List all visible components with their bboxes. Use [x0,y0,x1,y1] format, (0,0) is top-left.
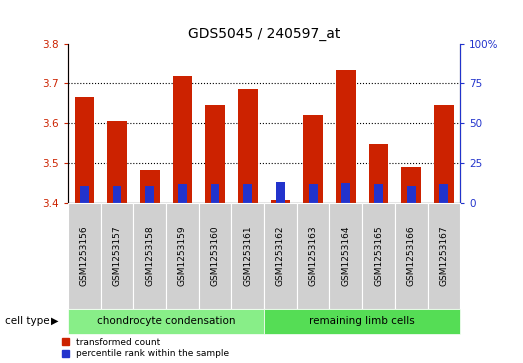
Bar [336,70,356,203]
Bar [271,200,290,203]
Bar [68,203,100,309]
Bar [206,106,225,203]
Text: GSM1253164: GSM1253164 [342,226,350,286]
Bar [133,203,166,309]
Bar [145,186,154,203]
Bar [173,76,192,203]
Bar [402,167,421,203]
Legend: transformed count, percentile rank within the sample: transformed count, percentile rank withi… [62,338,230,359]
Bar [100,203,133,309]
Bar [199,203,231,309]
Bar [297,203,329,309]
Text: GSM1253160: GSM1253160 [211,225,220,286]
Bar [231,203,264,309]
Bar [342,183,350,203]
Bar [439,184,448,203]
Text: GSM1253161: GSM1253161 [243,225,252,286]
Bar [309,184,317,203]
Text: GSM1253167: GSM1253167 [439,225,448,286]
Text: remaining limb cells: remaining limb cells [309,316,415,326]
Bar [362,203,395,309]
Bar [329,203,362,309]
Bar [178,184,187,203]
Title: GDS5045 / 240597_at: GDS5045 / 240597_at [188,27,340,41]
Text: GSM1253166: GSM1253166 [407,225,416,286]
Bar [407,186,416,203]
Text: GSM1253158: GSM1253158 [145,225,154,286]
Text: GSM1253159: GSM1253159 [178,225,187,286]
Text: GSM1253162: GSM1253162 [276,226,285,286]
Bar [264,203,297,309]
Bar [428,203,460,309]
Bar [211,184,220,203]
Text: GSM1253156: GSM1253156 [80,225,89,286]
Bar [107,122,127,203]
Text: cell type: cell type [5,316,50,326]
Bar [238,90,257,203]
Text: ▶: ▶ [51,316,59,326]
Text: GSM1253157: GSM1253157 [112,225,121,286]
Bar [243,184,252,203]
Bar [276,182,285,203]
Bar [264,309,460,334]
Text: GSM1253165: GSM1253165 [374,225,383,286]
Text: chondrocyte condensation: chondrocyte condensation [97,316,235,326]
Text: GSM1253163: GSM1253163 [309,225,317,286]
Bar [395,203,428,309]
Bar [166,203,199,309]
Bar [369,144,388,203]
Bar [434,106,453,203]
Bar [80,186,89,203]
Bar [140,170,160,203]
Bar [74,98,94,203]
Bar [303,115,323,203]
Bar [112,186,121,203]
Bar [374,184,383,203]
Bar [68,309,264,334]
